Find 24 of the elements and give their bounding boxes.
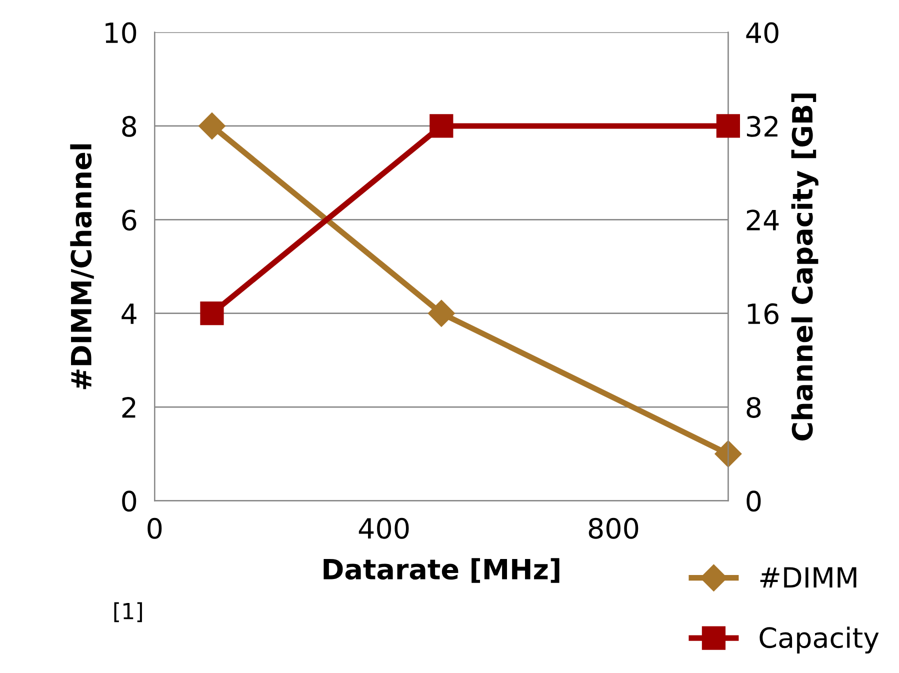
y2-tick-label: 40 (746, 22, 778, 44)
legend-label: #DIMM (760, 567, 856, 588)
y-tick-label: 8 (122, 116, 136, 137)
y2-tick-label: 8 (746, 396, 761, 418)
y2-tick-label: 32 (746, 116, 778, 137)
point (198, 112, 226, 140)
y-tick-label: 10 (106, 22, 136, 44)
y-tick-label: 0 (122, 490, 136, 512)
y2-tick-label: 16 (748, 303, 778, 324)
y-tick-label: 4 (122, 304, 136, 324)
y-axis-title: #DIMM/Channel (70, 144, 94, 390)
point (428, 300, 455, 327)
point (714, 440, 742, 468)
y2-tick-label: 0 (746, 490, 761, 512)
y2-tick-label: 24 (746, 210, 779, 230)
y-tick-label: 2 (122, 396, 136, 418)
x-axis-title: Datarate [MHz] (324, 558, 560, 583)
y2-axis-title: Channel Capacity [GB] (791, 94, 818, 440)
legend-label: Capacity (760, 626, 879, 654)
y-tick-label: 6 (122, 210, 136, 231)
x-tick-label: 0 (148, 518, 162, 539)
x-tick-label: 400 (358, 518, 409, 539)
text: [1] (114, 602, 142, 622)
x-tick-label: 800 (588, 518, 638, 539)
